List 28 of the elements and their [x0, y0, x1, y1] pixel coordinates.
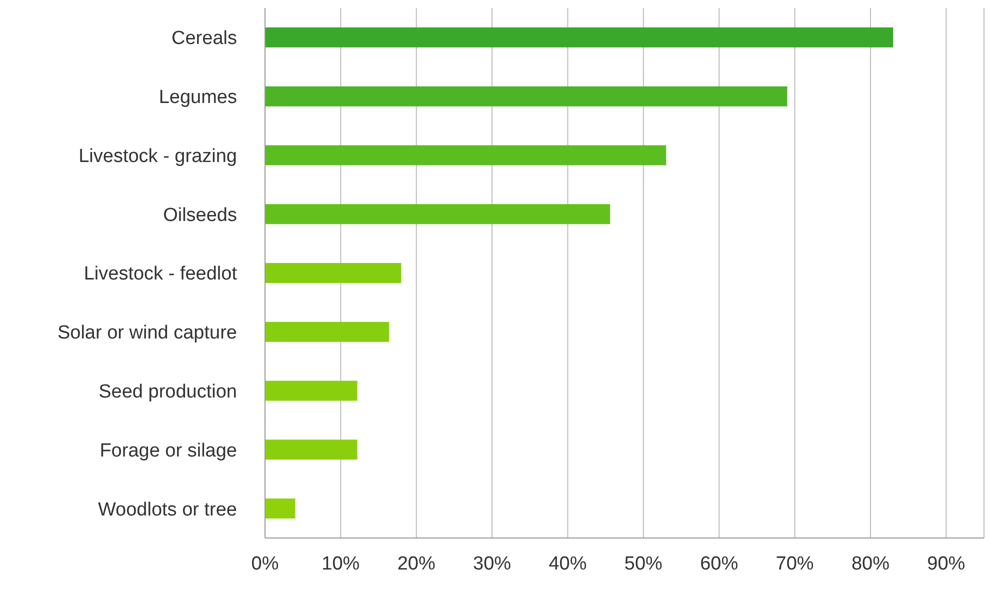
- x-tick-label: 40%: [548, 553, 587, 574]
- y-tick-label: Woodlots or tree: [98, 499, 237, 520]
- y-tick-label: Livestock - grazing: [78, 146, 237, 167]
- bar: [265, 440, 358, 460]
- x-tick-label: 90%: [927, 553, 966, 574]
- bar: [265, 262, 402, 283]
- y-tick-label: Livestock - feedlot: [84, 264, 238, 285]
- bar: [265, 145, 666, 166]
- x-tick-label: 30%: [473, 553, 512, 574]
- bar: [265, 498, 296, 519]
- bar: [265, 322, 390, 342]
- bar: [265, 380, 358, 401]
- y-tick-label: Cereals: [172, 28, 237, 50]
- bar: [265, 27, 894, 48]
- bar: [265, 86, 788, 106]
- x-tick-label: 60%: [700, 553, 738, 574]
- y-tick-label: Legumes: [158, 87, 237, 108]
- x-tick-label: 0%: [251, 553, 279, 574]
- bar: [265, 204, 610, 224]
- y-tick-label: Seed production: [98, 382, 237, 403]
- y-tick-label: Oilseeds: [163, 204, 237, 226]
- x-tick-label: 50%: [624, 553, 663, 574]
- y-tick-label: Solar or wind capture: [57, 322, 237, 344]
- y-tick-label: Forage or silage: [100, 440, 237, 462]
- x-tick-label: 80%: [851, 553, 890, 574]
- x-tick-label: 70%: [776, 553, 814, 574]
- x-tick-label: 10%: [322, 553, 360, 574]
- x-tick-label: 20%: [397, 553, 436, 574]
